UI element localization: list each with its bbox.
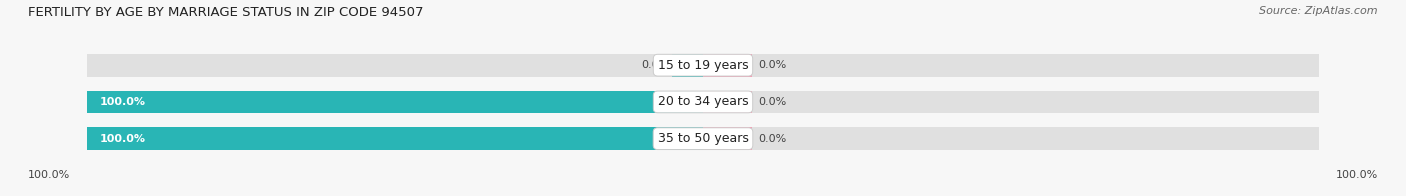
Text: 20 to 34 years: 20 to 34 years — [658, 95, 748, 108]
Text: 100.0%: 100.0% — [100, 134, 145, 144]
Text: 100.0%: 100.0% — [28, 170, 70, 180]
Text: 15 to 19 years: 15 to 19 years — [658, 59, 748, 72]
Bar — [87, 127, 1319, 150]
Text: 0.0%: 0.0% — [758, 97, 787, 107]
Text: 0.0%: 0.0% — [641, 60, 669, 70]
Bar — [87, 91, 1319, 113]
Bar — [87, 54, 1319, 77]
Bar — [87, 127, 703, 150]
Bar — [703, 91, 752, 113]
Text: 100.0%: 100.0% — [100, 97, 145, 107]
Text: Source: ZipAtlas.com: Source: ZipAtlas.com — [1260, 6, 1378, 16]
Bar — [703, 127, 752, 150]
Text: 0.0%: 0.0% — [758, 134, 787, 144]
Bar — [87, 91, 703, 113]
Text: 100.0%: 100.0% — [1336, 170, 1378, 180]
Text: FERTILITY BY AGE BY MARRIAGE STATUS IN ZIP CODE 94507: FERTILITY BY AGE BY MARRIAGE STATUS IN Z… — [28, 6, 423, 19]
Text: 35 to 50 years: 35 to 50 years — [658, 132, 748, 145]
Text: 0.0%: 0.0% — [758, 60, 787, 70]
Bar — [703, 54, 752, 77]
Bar — [672, 54, 703, 77]
